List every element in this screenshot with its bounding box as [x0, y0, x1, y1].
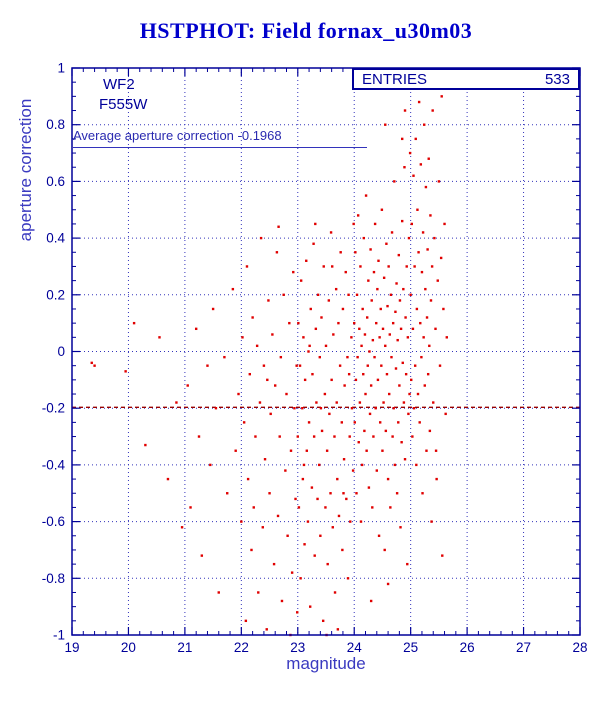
y-tick-labels: -1 -0.8 -0.6 -0.4 -0.2 0 0.2 0.4 0.6 0.8 1	[42, 61, 66, 643]
svg-text:1: 1	[57, 61, 65, 76]
chart-title: HSTPHOT: Field fornax_u30m03	[139, 18, 473, 43]
svg-text:19: 19	[64, 640, 79, 655]
svg-text:-1: -1	[53, 628, 65, 643]
svg-text:0.6: 0.6	[46, 174, 65, 189]
detector-label: WF2	[103, 76, 135, 93]
x-axis-label: magnitude	[286, 654, 366, 673]
svg-text:26: 26	[460, 640, 475, 655]
svg-text:0.8: 0.8	[46, 117, 65, 132]
average-correction-label: Average aperture correction -0.1968	[73, 128, 367, 148]
svg-text:-0.4: -0.4	[42, 457, 66, 472]
stats-box: ENTRIES 533	[352, 68, 580, 90]
svg-text:27: 27	[516, 640, 531, 655]
stats-entries-label: ENTRIES	[362, 70, 428, 88]
y-axis-label: aperture correction	[16, 98, 35, 242]
svg-text:0.2: 0.2	[46, 287, 65, 302]
scatter-points	[90, 95, 448, 637]
svg-text:25: 25	[403, 640, 418, 655]
filter-label: F555W	[99, 96, 148, 113]
svg-text:22: 22	[234, 640, 249, 655]
svg-text:24: 24	[347, 640, 363, 655]
svg-text:28: 28	[572, 640, 587, 655]
svg-text:21: 21	[177, 640, 192, 655]
x-tick-labels: 19 20 21 22 23 24 25 26 27 28	[64, 640, 587, 655]
svg-text:-0.6: -0.6	[42, 514, 65, 529]
grid-lines	[72, 68, 580, 635]
svg-text:0: 0	[57, 344, 65, 359]
svg-text:20: 20	[121, 640, 136, 655]
svg-text:-0.8: -0.8	[42, 571, 65, 586]
svg-text:-0.2: -0.2	[42, 401, 65, 416]
svg-text:0.4: 0.4	[46, 231, 65, 246]
svg-text:23: 23	[290, 640, 305, 655]
stats-entries-value: 533	[544, 70, 570, 88]
